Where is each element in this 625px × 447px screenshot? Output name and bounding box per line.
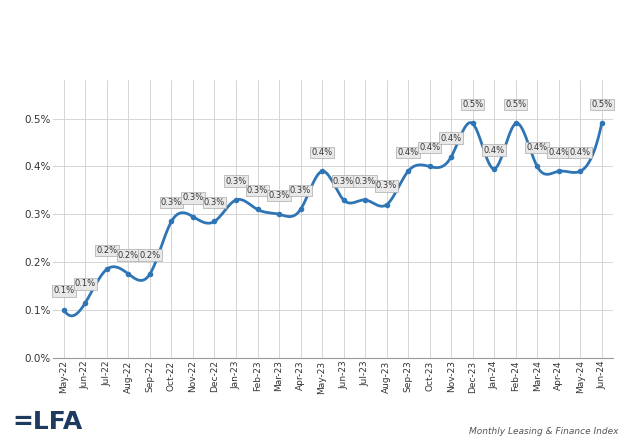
Text: 0.5%: 0.5% [505,100,526,109]
Text: 0.4%: 0.4% [398,148,419,157]
Text: 0.3%: 0.3% [161,198,182,207]
Text: 0.3%: 0.3% [182,193,204,202]
Text: 0.5%: 0.5% [591,100,612,109]
Text: 0.2%: 0.2% [139,251,161,260]
Text: 0.5%: 0.5% [462,100,483,109]
Text: 0.3%: 0.3% [204,198,225,207]
Text: 0.3%: 0.3% [268,191,289,200]
Text: 0.4%: 0.4% [311,148,332,157]
Text: =LFA: =LFA [12,410,82,434]
Text: 0.3%: 0.3% [333,177,354,186]
Text: Average Losses (Charge-offs) as a % of Net Receivables: Average Losses (Charge-offs) as a % of N… [9,21,623,40]
Text: Monthly Leasing & Finance Index: Monthly Leasing & Finance Index [469,427,619,436]
Text: 0.1%: 0.1% [75,279,96,288]
Text: 0.2%: 0.2% [118,251,139,260]
Text: 0.3%: 0.3% [290,186,311,195]
Text: 0.4%: 0.4% [419,143,440,152]
Text: 0.4%: 0.4% [548,148,569,157]
Text: 0.3%: 0.3% [226,177,247,186]
Text: 0.4%: 0.4% [484,146,505,155]
Text: 0.3%: 0.3% [247,186,268,195]
Text: 0.4%: 0.4% [527,143,548,152]
Text: 0.4%: 0.4% [569,148,591,157]
Text: 0.3%: 0.3% [376,181,398,190]
Text: 0.2%: 0.2% [96,246,118,255]
Text: 0.3%: 0.3% [354,177,376,186]
Text: 0.4%: 0.4% [441,134,462,143]
Text: 0.1%: 0.1% [53,287,74,295]
